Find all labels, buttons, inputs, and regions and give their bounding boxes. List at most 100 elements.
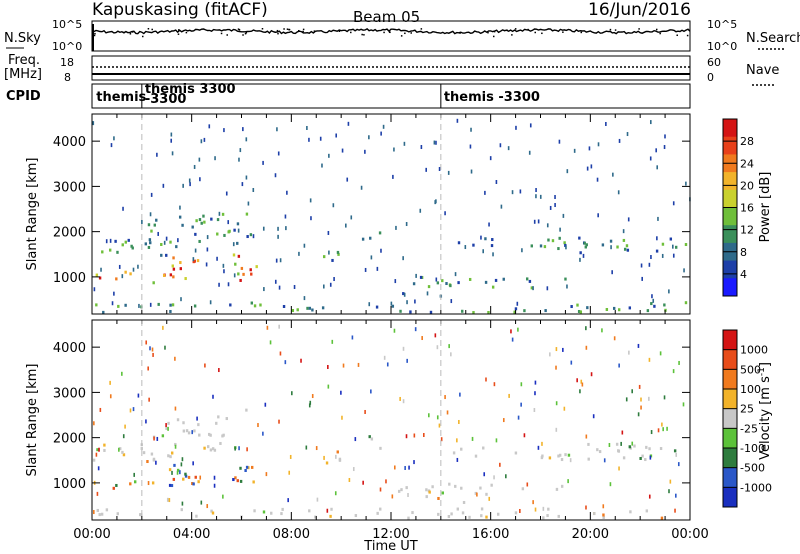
range-gate-cell	[402, 292, 405, 296]
range-gate-cell	[284, 360, 287, 365]
range-gate-cell	[327, 230, 330, 235]
range-gate-cell	[172, 275, 175, 279]
range-gate-cell	[328, 153, 330, 158]
range-gate-cell	[393, 465, 396, 470]
range-gate-cell	[232, 478, 235, 482]
range-gate-cell	[238, 446, 240, 451]
range-gate-cell	[303, 243, 306, 248]
range-gate-cell	[287, 498, 289, 503]
nave-label: Nave	[746, 63, 779, 78]
range-gate-cell	[176, 470, 179, 475]
velocity-axes: 1000 2000 3000 4000	[53, 320, 691, 520]
range-gate-cell	[434, 200, 436, 205]
range-gate-cell	[640, 397, 642, 402]
range-gate-cell	[177, 238, 179, 243]
range-gate-cell	[331, 339, 334, 344]
range-gate-cell	[93, 510, 95, 515]
range-gate-cell	[428, 413, 430, 418]
range-gate-cell	[427, 285, 431, 289]
range-gate-cell	[547, 507, 550, 511]
range-gate-cell	[587, 457, 590, 461]
range-gate-cell	[291, 309, 295, 313]
range-gate-cell	[650, 430, 653, 435]
nsearch-dot	[142, 35, 144, 38]
range-gate-cell	[203, 446, 206, 450]
range-gate-cell	[152, 352, 154, 357]
range-gate-cell	[129, 482, 132, 486]
range-gate-cell	[246, 235, 249, 239]
freq-frame	[91, 55, 691, 81]
range-gate-cell	[137, 264, 139, 269]
velocity-data-layer	[92, 324, 685, 520]
range-gate-cell	[118, 264, 121, 269]
range-gate-cell	[445, 282, 448, 286]
range-gate-cell	[92, 121, 95, 126]
range-gate-cell	[484, 237, 487, 241]
range-gate-cell	[179, 267, 182, 271]
range-gate-cell	[479, 486, 482, 490]
range-gate-cell	[514, 451, 518, 455]
range-gate-cell	[533, 219, 536, 224]
range-gate-cell	[171, 470, 173, 475]
range-gate-cell	[99, 407, 102, 412]
range-gate-cell	[540, 456, 544, 460]
range-gate-cell	[376, 266, 379, 271]
range-gate-cell	[114, 239, 117, 243]
range-gate-cell	[641, 454, 644, 458]
range-gate-cell	[511, 337, 514, 342]
x-tick-label: 12:00	[372, 527, 409, 542]
range-gate-cell	[137, 393, 140, 398]
range-gate-cell	[194, 248, 197, 253]
nsearch-dot	[185, 31, 188, 34]
range-gate-cell	[160, 253, 163, 257]
range-gate-cell	[245, 408, 248, 412]
nsearch-dot	[237, 28, 240, 30]
range-gate-cell	[649, 455, 652, 460]
range-gate-cell	[602, 515, 605, 519]
range-gate-cell	[234, 446, 236, 451]
range-gate-cell	[252, 480, 255, 484]
range-gate-cell	[113, 291, 115, 296]
range-gate-cell	[346, 177, 349, 182]
range-gate-cell	[274, 173, 277, 178]
range-gate-cell	[661, 422, 663, 427]
x-tick-label: 16:00	[472, 527, 509, 542]
range-gate-cell	[216, 232, 219, 236]
range-gate-cell	[316, 497, 319, 502]
colorbar-segment	[723, 448, 737, 469]
range-gate-cell	[202, 214, 205, 218]
range-gate-cell	[174, 442, 177, 446]
range-gate-cell	[213, 483, 216, 488]
range-gate-cell	[578, 236, 581, 240]
range-gate-cell	[155, 460, 157, 465]
colorbar-tick-label: -1000	[740, 481, 772, 494]
cpid-entry: -3300	[145, 92, 187, 107]
range-gate-cell	[482, 446, 485, 450]
nsearch-dot	[178, 29, 180, 31]
range-gate-cell	[129, 272, 132, 276]
range-gate-cell	[209, 433, 212, 437]
range-gate-cell	[98, 276, 102, 280]
range-gate-cell	[641, 276, 643, 281]
range-gate-cell	[172, 267, 176, 271]
range-gate-cell	[579, 257, 581, 262]
range-gate-cell	[585, 505, 587, 510]
range-gate-cell	[530, 244, 533, 248]
range-gate-cell	[555, 347, 558, 352]
range-gate-cell	[244, 468, 247, 472]
range-gate-cell	[195, 219, 198, 223]
range-gate-cell	[672, 253, 675, 258]
range-gate-cell	[277, 151, 280, 156]
range-gate-cell	[170, 484, 174, 488]
range-gate-cell	[174, 406, 177, 411]
range-gate-cell	[546, 514, 549, 518]
power-axes: 1000 2000 3000 4000	[53, 114, 691, 314]
range-gate-cell	[142, 451, 146, 455]
range-gate-cell	[640, 405, 642, 410]
range-gate-cell	[95, 273, 99, 277]
velocity-plot-bg	[92, 320, 690, 520]
range-gate-cell	[233, 228, 236, 232]
range-gate-cell	[122, 434, 125, 439]
range-gate-cell	[456, 118, 459, 123]
